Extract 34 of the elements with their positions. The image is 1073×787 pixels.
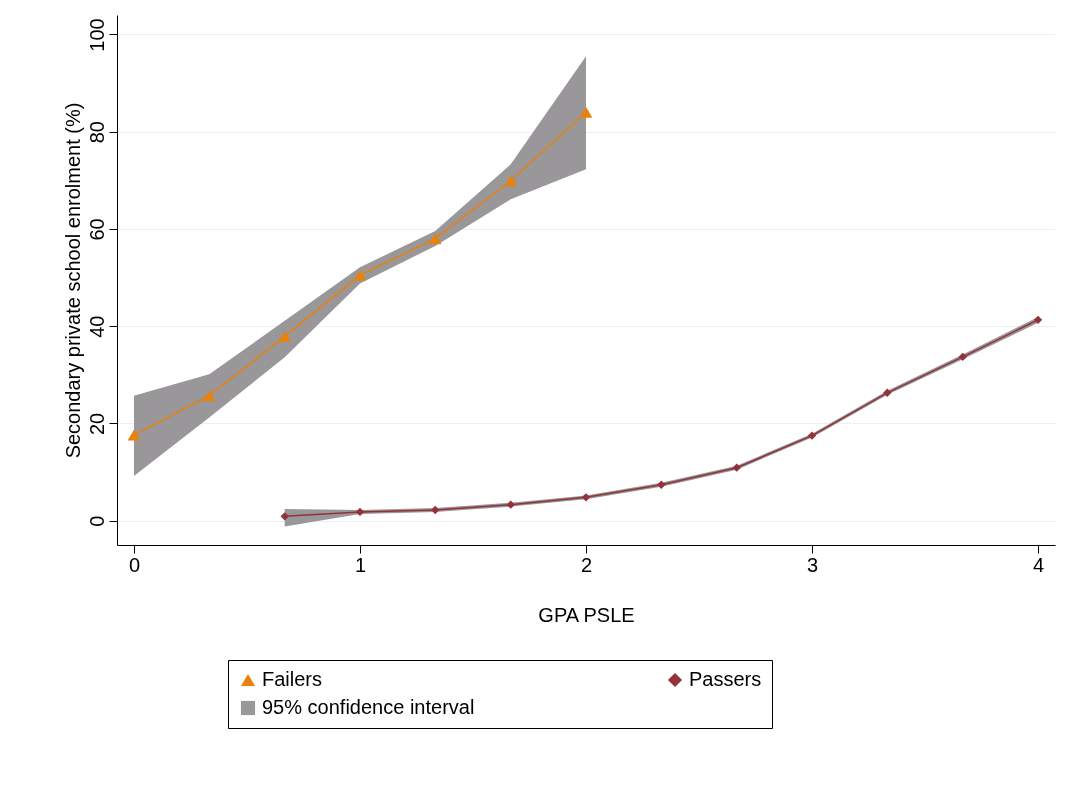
point [1033, 315, 1043, 325]
point [579, 106, 593, 118]
point [280, 512, 289, 521]
legend-label: Passers [689, 668, 762, 690]
x-tick-label: 1 [354, 553, 367, 576]
x-axis-title: GPA PSLE [538, 603, 635, 626]
y-tick-label: 40 [85, 315, 108, 338]
point [807, 431, 817, 440]
point [506, 500, 515, 509]
point [431, 505, 440, 515]
point [355, 507, 365, 517]
y-tick-label: 60 [85, 218, 108, 241]
point [278, 330, 292, 342]
y-axis-title: Secondary private school enrolment (%) [61, 102, 84, 459]
x-tick-label: 3 [806, 553, 819, 576]
point [428, 233, 442, 245]
x-tick-label: 0 [128, 553, 141, 576]
y-tick-label: 20 [85, 412, 108, 436]
point [504, 175, 518, 187]
x-tick-label: 4 [1032, 553, 1045, 576]
text: 95% confidence interval [262, 696, 475, 718]
point [732, 463, 741, 472]
point [657, 480, 666, 489]
y-tick-label: 0 [85, 515, 108, 527]
point [581, 493, 591, 502]
point [958, 352, 967, 362]
point [202, 390, 216, 402]
y-tick-label: 80 [85, 121, 108, 144]
x-tick-label: 2 [580, 553, 593, 576]
y-tick-label: 100 [85, 18, 108, 52]
point [883, 388, 892, 397]
point [127, 429, 141, 441]
legend-label: Failers [262, 668, 323, 690]
point [353, 269, 367, 281]
